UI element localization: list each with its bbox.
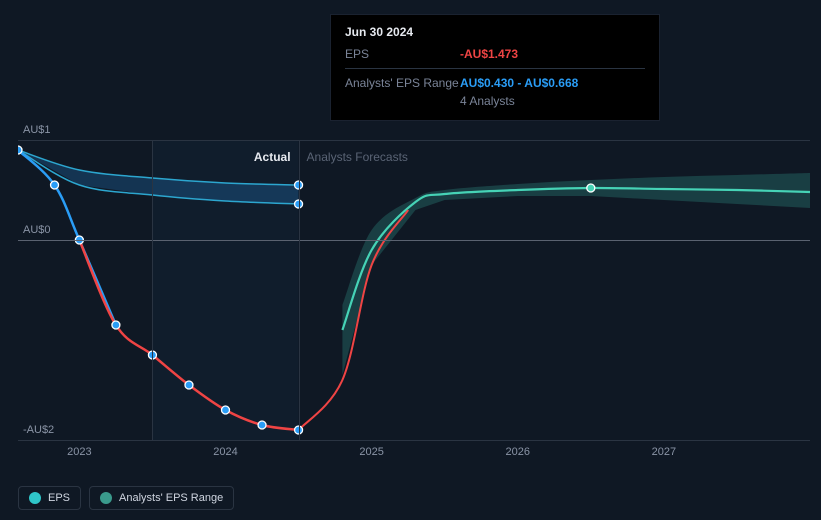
x-axis-label: 2025 — [359, 446, 383, 458]
legend-item-range[interactable]: Analysts' EPS Range — [89, 486, 234, 510]
x-axis-label: 2026 — [505, 446, 529, 458]
tooltip-range-key: Analysts' EPS Range — [345, 74, 460, 92]
legend-swatch-icon — [29, 492, 41, 504]
section-label-forecast: Analysts Forecasts — [307, 150, 408, 164]
y-axis-label: AU$1 — [23, 124, 51, 136]
y-axis-label: -AU$2 — [23, 424, 54, 436]
tooltip-range-low: AU$0.430 — [460, 76, 514, 90]
chart-tooltip: Jun 30 2024 EPS -AU$1.473 Analysts' EPS … — [330, 14, 660, 121]
tooltip-range-high: AU$0.668 — [524, 76, 578, 90]
tooltip-eps-value: -AU$1.473 — [460, 47, 518, 61]
gridline — [18, 140, 810, 141]
section-label-actual: Actual — [254, 150, 291, 164]
y-axis-label: AU$0 — [23, 224, 51, 236]
legend-label: EPS — [48, 492, 70, 504]
legend-item-eps[interactable]: EPS — [18, 486, 81, 510]
x-axis-label: 2023 — [67, 446, 91, 458]
gridline — [18, 240, 810, 241]
legend: EPS Analysts' EPS Range — [18, 486, 234, 510]
x-axis-label: 2024 — [213, 446, 237, 458]
vertical-divider — [152, 140, 153, 440]
vertical-divider — [299, 140, 300, 440]
tooltip-date: Jun 30 2024 — [345, 25, 645, 39]
legend-label: Analysts' EPS Range — [119, 492, 223, 504]
tooltip-eps-key: EPS — [345, 45, 460, 63]
x-axis-label: 2027 — [652, 446, 676, 458]
tooltip-analysts: 4 Analysts — [460, 92, 645, 110]
gridline — [18, 440, 810, 441]
legend-swatch-icon — [100, 492, 112, 504]
